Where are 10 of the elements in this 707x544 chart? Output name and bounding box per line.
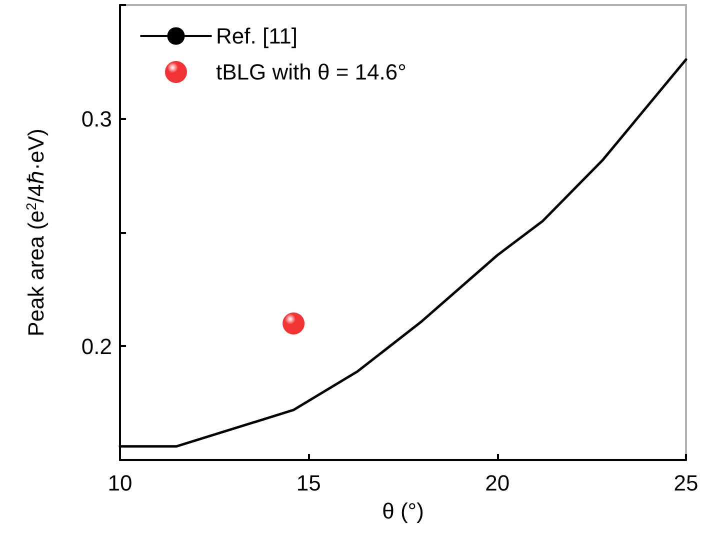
y-axis-title: Peak area (e2/4ℏ·eV) [23,128,48,336]
legend-label: tBLG with θ = 14.6° [216,60,406,84]
x-tick-label: 10 [108,470,132,496]
y-tick-label: 0.3 [81,106,112,132]
x-axis-title: θ (°) [382,498,424,524]
legend-label: Ref. [11] [216,24,298,48]
x-tick-label: 25 [674,470,698,496]
y-tick-label: 0.2 [81,334,112,359]
x-tick-label: 15 [296,470,321,496]
x-tick-label: 20 [485,470,510,496]
